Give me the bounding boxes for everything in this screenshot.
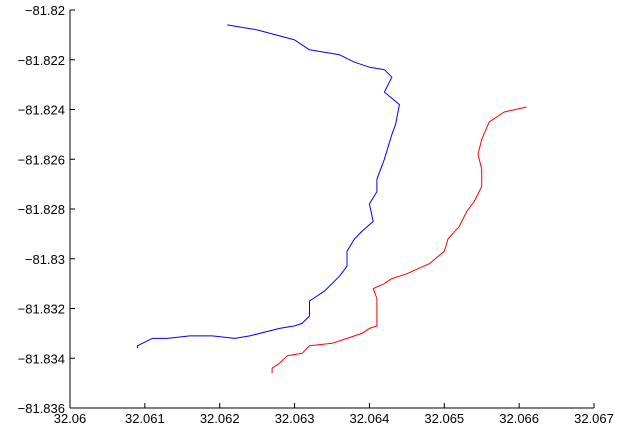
- x-tick-label: 32.06: [54, 411, 87, 426]
- y-tick-label: −81.83: [25, 252, 65, 267]
- y-tick-label: −81.82: [25, 3, 65, 18]
- axes: 32.06 32.061 32.062 32.063 32.064 32.065 32.06…: [18, 3, 614, 426]
- plot-area: [136, 24, 527, 374]
- y-tick-label: −81.826: [18, 152, 65, 167]
- y-tick-label: −81.824: [18, 103, 65, 118]
- x-tick-label: 32.065: [424, 411, 464, 426]
- y-tick-label: −81.822: [18, 53, 65, 68]
- x-tick-label: 32.063: [275, 411, 315, 426]
- x-tick-label: 32.061: [125, 411, 165, 426]
- x-tick-label: 32.064: [350, 411, 390, 426]
- y-tick-label: −81.836: [18, 401, 65, 416]
- series-line-2: [271, 106, 527, 374]
- x-tick-label: 32.067: [574, 411, 614, 426]
- y-tick-label: −81.832: [18, 302, 65, 317]
- x-tick-label: 32.062: [200, 411, 240, 426]
- x-tick-label: 32.066: [499, 411, 539, 426]
- y-tick-label: −81.834: [18, 351, 65, 366]
- series-line-1: [136, 24, 400, 349]
- y-tick-label: −81.828: [18, 202, 65, 217]
